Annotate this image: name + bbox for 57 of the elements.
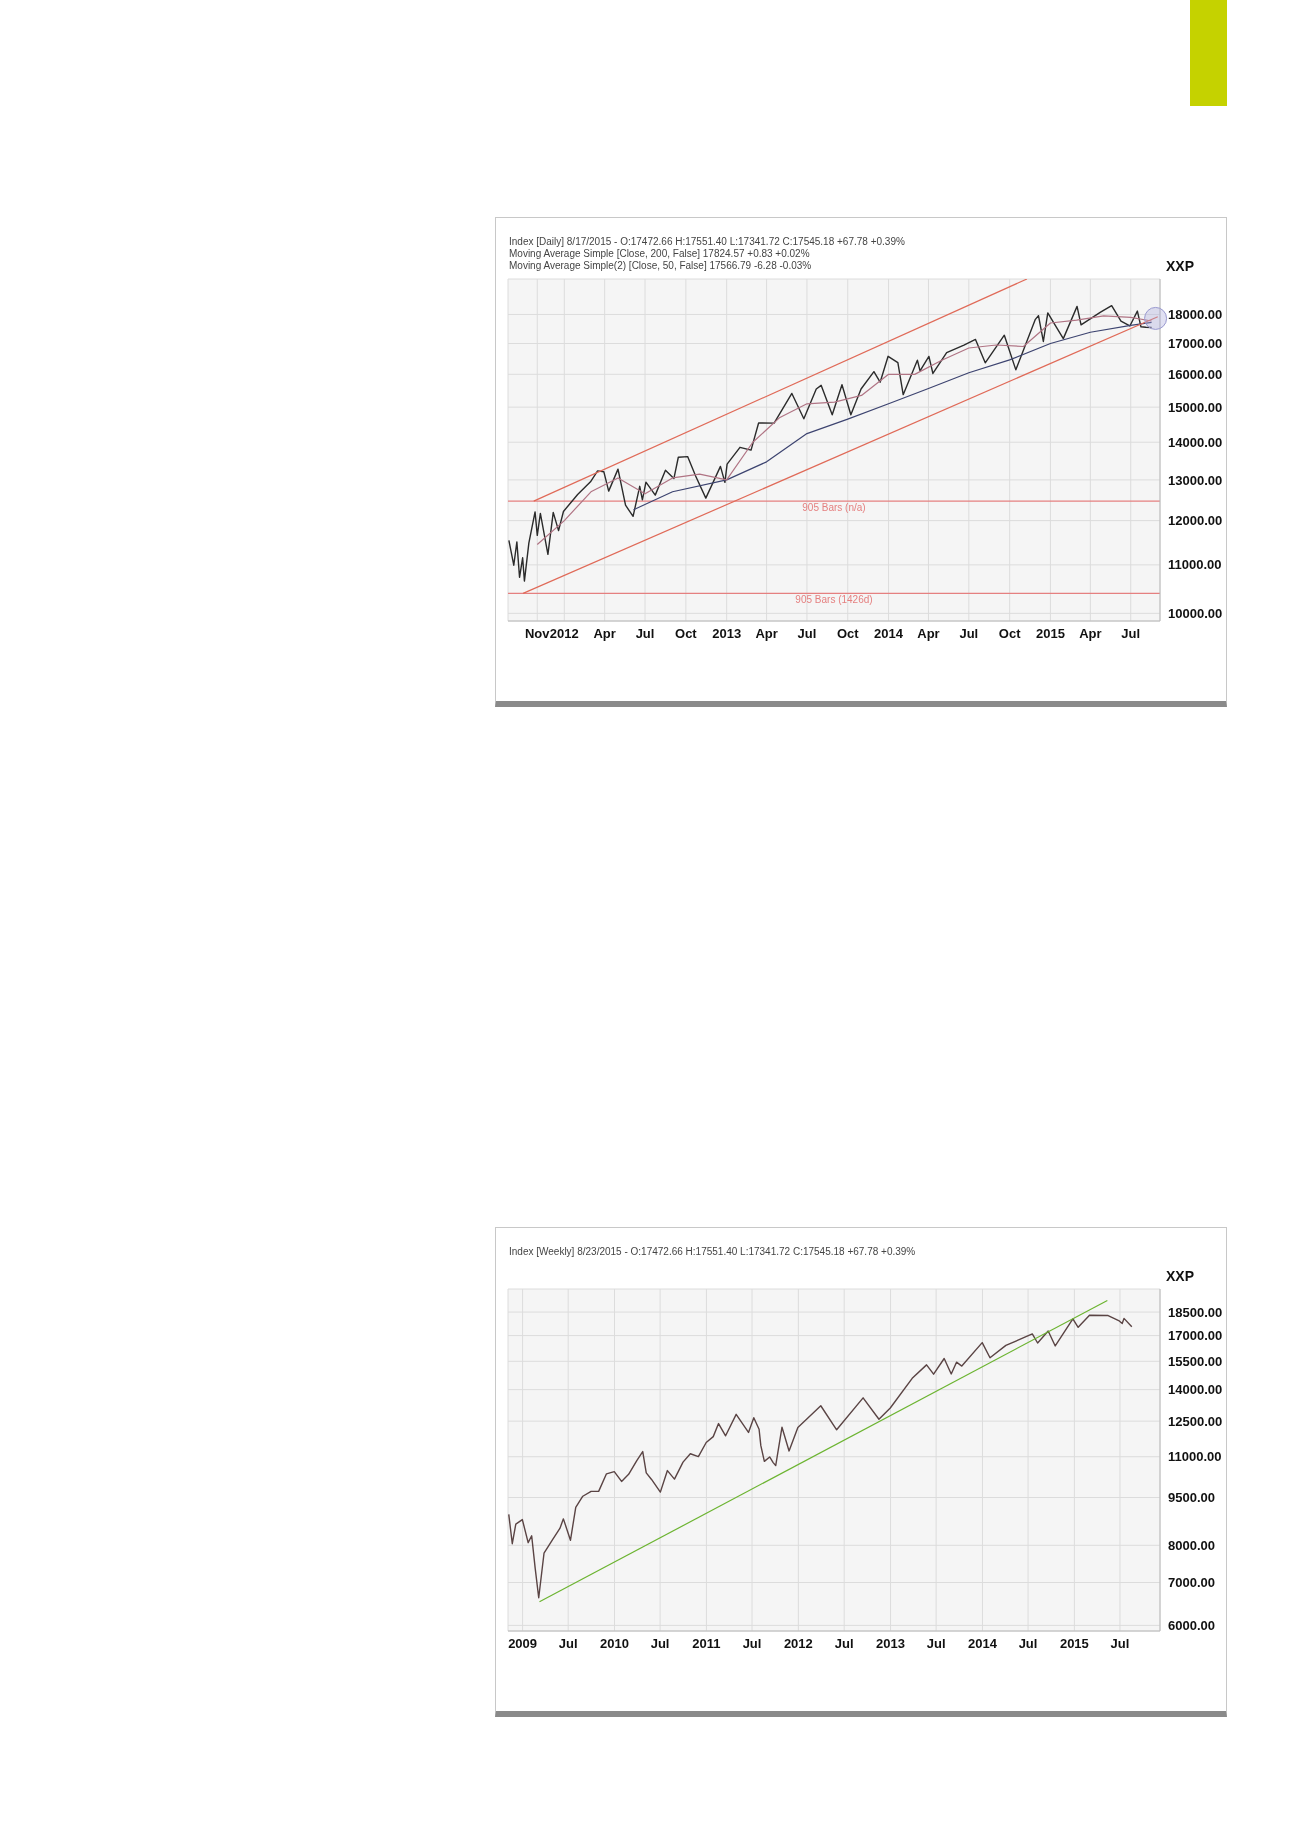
- x-tick-label: 2012: [549, 626, 579, 642]
- y-tick-label: 6000.00: [1168, 1617, 1215, 1633]
- x-tick-label: Jul: [558, 1636, 578, 1652]
- y-tick-label: 11000.00: [1168, 1449, 1222, 1465]
- y-tick-label: 12000.00: [1168, 513, 1223, 529]
- y-tick-label: 14000.00: [1168, 434, 1223, 450]
- x-tick-label: 2014: [874, 626, 904, 642]
- x-tick-label: Oct: [675, 626, 698, 642]
- y-tick-label: 18000.00: [1168, 307, 1223, 323]
- x-tick-label: Oct: [998, 626, 1022, 642]
- text: Index [Weekly] 8/23/2015 - O:17472.66 H:17551.40 L:17341.72 C:17545.18 +67.78 +0.39%: [509, 1246, 916, 1258]
- x-tick-label: Apr: [1079, 626, 1102, 642]
- x-tick-label: Jul: [1121, 626, 1141, 642]
- y-tick-label: 17000.00: [1168, 1328, 1223, 1344]
- x-tick-label: Jul: [834, 1636, 854, 1652]
- y-tick-label: 15500.00: [1168, 1353, 1223, 1369]
- y-tick-label: 10000.00: [1168, 605, 1223, 621]
- x-tick-label: Jul: [797, 626, 817, 642]
- x-tick-label: Jul: [650, 1636, 670, 1652]
- x-tick-label: 2012: [783, 1636, 813, 1652]
- y-tick-label: 7000.00: [1168, 1575, 1215, 1591]
- y-tick-label: 15000.00: [1168, 399, 1223, 415]
- x-tick-label: Nov: [524, 626, 551, 642]
- ref-line-label: 905 Bars (n/a): [802, 502, 866, 514]
- x-tick-label: 2013: [876, 1636, 905, 1652]
- x-tick-label: 2009: [508, 1636, 538, 1652]
- x-tick-label: Apr: [917, 626, 940, 642]
- text: Index [Daily] 8/17/2015 - O:17472.66 H:17551.40 L:17341.72 C:17545.18 +67.78 +0.39%: [509, 236, 905, 248]
- x-tick-label: Apr: [755, 626, 778, 642]
- x-tick-label: Jul: [959, 626, 979, 642]
- x-tick-label: 2010: [600, 1636, 629, 1652]
- x-tick-label: Apr: [593, 626, 616, 642]
- x-tick-label: 2015: [1035, 626, 1065, 642]
- x-tick-label: Jul: [1110, 1636, 1130, 1652]
- x-tick-label: 2011: [692, 1636, 721, 1652]
- y-tick-label: 11000.00: [1168, 557, 1222, 573]
- ref-line-label: 905 Bars (1426d): [795, 594, 873, 606]
- text: Moving Average Simple [Close, 200, False] 17824.57 +0.83 +0.02%: [509, 248, 811, 260]
- text: Moving Average Simple(2) [Close, 50, False] 17566.79 -6.28 -0.03%: [509, 260, 813, 272]
- x-tick-label: 2015: [1059, 1636, 1089, 1652]
- y-tick-label: 16000.00: [1168, 366, 1223, 382]
- y-tick-label: 8000.00: [1168, 1537, 1215, 1553]
- y-tick-label: 18500.00: [1168, 1304, 1223, 1320]
- x-tick-label: Jul: [926, 1636, 946, 1652]
- x-tick-label: Jul: [742, 1636, 762, 1652]
- x-tick-label: Jul: [635, 626, 655, 642]
- y-axis-title: XXP: [1166, 1268, 1195, 1284]
- x-tick-label: Oct: [836, 626, 860, 642]
- y-tick-label: 14000.00: [1168, 1382, 1223, 1398]
- y-tick-label: 12500.00: [1168, 1413, 1223, 1429]
- x-tick-label: 2014: [968, 1636, 998, 1652]
- y-tick-label: 17000.00: [1168, 336, 1223, 352]
- y-tick-label: 9500.00: [1168, 1490, 1215, 1506]
- x-tick-label: Jul: [1018, 1636, 1038, 1652]
- y-axis-title: XXP: [1166, 258, 1195, 274]
- y-tick-label: 13000.00: [1168, 472, 1223, 488]
- x-tick-label: 2013: [712, 626, 742, 642]
